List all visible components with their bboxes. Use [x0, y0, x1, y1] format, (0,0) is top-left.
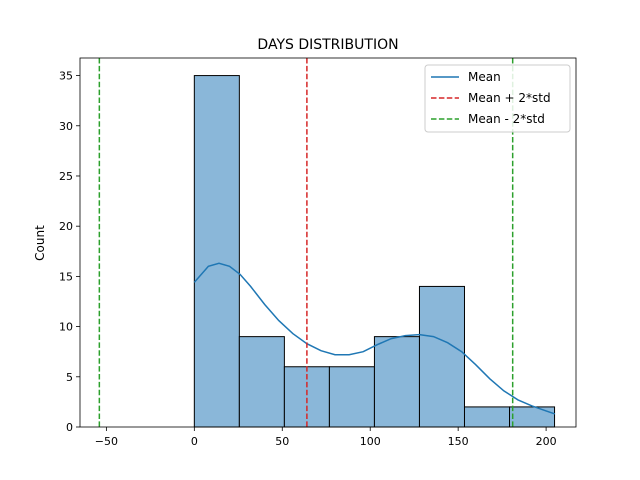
histogram-bar-4	[328, 366, 375, 428]
y-tick-label: 30	[59, 120, 73, 133]
legend-box	[424, 64, 571, 133]
y-tick-label: 10	[59, 321, 73, 334]
x-tick-label: −50	[95, 435, 118, 448]
y-tick-label: 0	[66, 421, 73, 434]
x-tick-label: 200	[536, 435, 557, 448]
x-tick-label: 150	[448, 435, 469, 448]
y-tick-label: 15	[59, 270, 73, 283]
y-axis-label: Count	[33, 225, 47, 261]
legend-label-3: Mean - 2*std	[468, 112, 545, 126]
x-tick-label: 100	[360, 435, 381, 448]
histogram-bar-6	[418, 285, 465, 428]
chart-title: DAYS DISTRIBUTION	[257, 37, 398, 53]
histogram-bar-1	[193, 75, 240, 428]
kde-curve	[193, 262, 556, 415]
histogram-bar-8	[509, 406, 556, 428]
x-tick-label: 0	[191, 435, 198, 448]
y-tick-label: 5	[66, 371, 73, 384]
legend-label-1: Mean	[468, 70, 501, 84]
y-tick-label: 20	[59, 220, 73, 233]
axes-frame	[79, 57, 577, 428]
histogram-bar-2	[238, 336, 285, 428]
x-tick-label: 50	[275, 435, 289, 448]
histogram-bar-5	[373, 336, 420, 428]
y-tick-label: 25	[59, 170, 73, 183]
legend: Mean Mean + 2*std Mean - 2*std	[424, 64, 571, 133]
legend-label-2: Mean + 2*std	[468, 91, 551, 105]
plot-area: −50 0 50 100 150 200 0 5 10 15 20 25 30 35	[59, 57, 577, 448]
histogram-bar-7	[463, 406, 511, 428]
y-tick-label: 35	[59, 70, 73, 83]
